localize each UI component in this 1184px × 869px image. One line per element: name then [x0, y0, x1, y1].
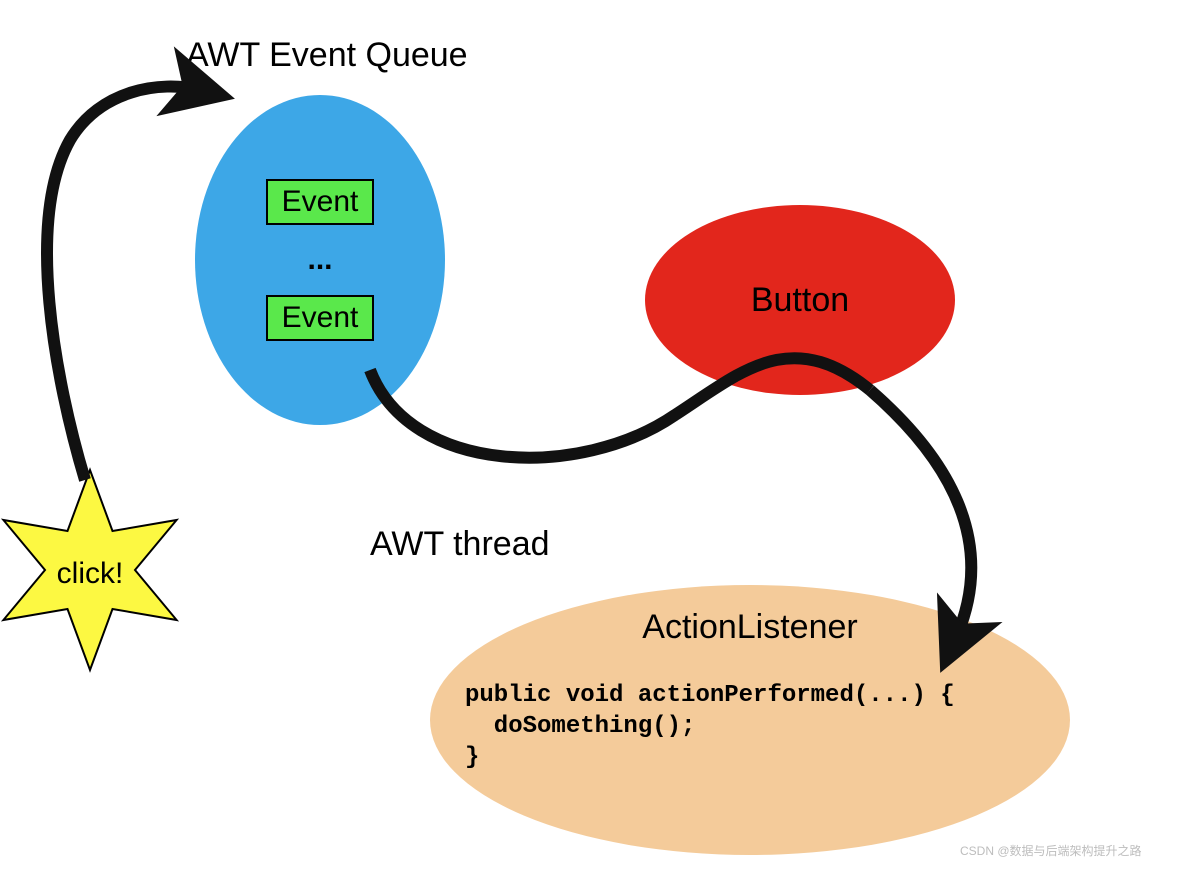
diagram-canvas: AWT Event Queue Event ... Event Button A… — [0, 0, 1184, 869]
action-listener-code: public void actionPerformed(...) { doSom… — [465, 680, 955, 774]
button-node-label: Button — [751, 281, 849, 320]
queue-title: AWT Event Queue — [186, 36, 468, 75]
button-node: Button — [645, 205, 955, 395]
event-ellipsis: ... — [307, 243, 332, 277]
svg-text:click!: click! — [57, 557, 124, 590]
edge-click-to-queue — [47, 87, 200, 480]
event-box: Event — [266, 295, 375, 341]
click-star: click! — [3, 470, 176, 670]
event-queue-node: Event ... Event — [195, 95, 445, 425]
watermark: CSDN @数据与后端架构提升之路 — [960, 842, 1142, 859]
event-box: Event — [266, 179, 375, 225]
thread-label: AWT thread — [370, 525, 550, 564]
action-listener-title: ActionListener — [570, 608, 930, 647]
